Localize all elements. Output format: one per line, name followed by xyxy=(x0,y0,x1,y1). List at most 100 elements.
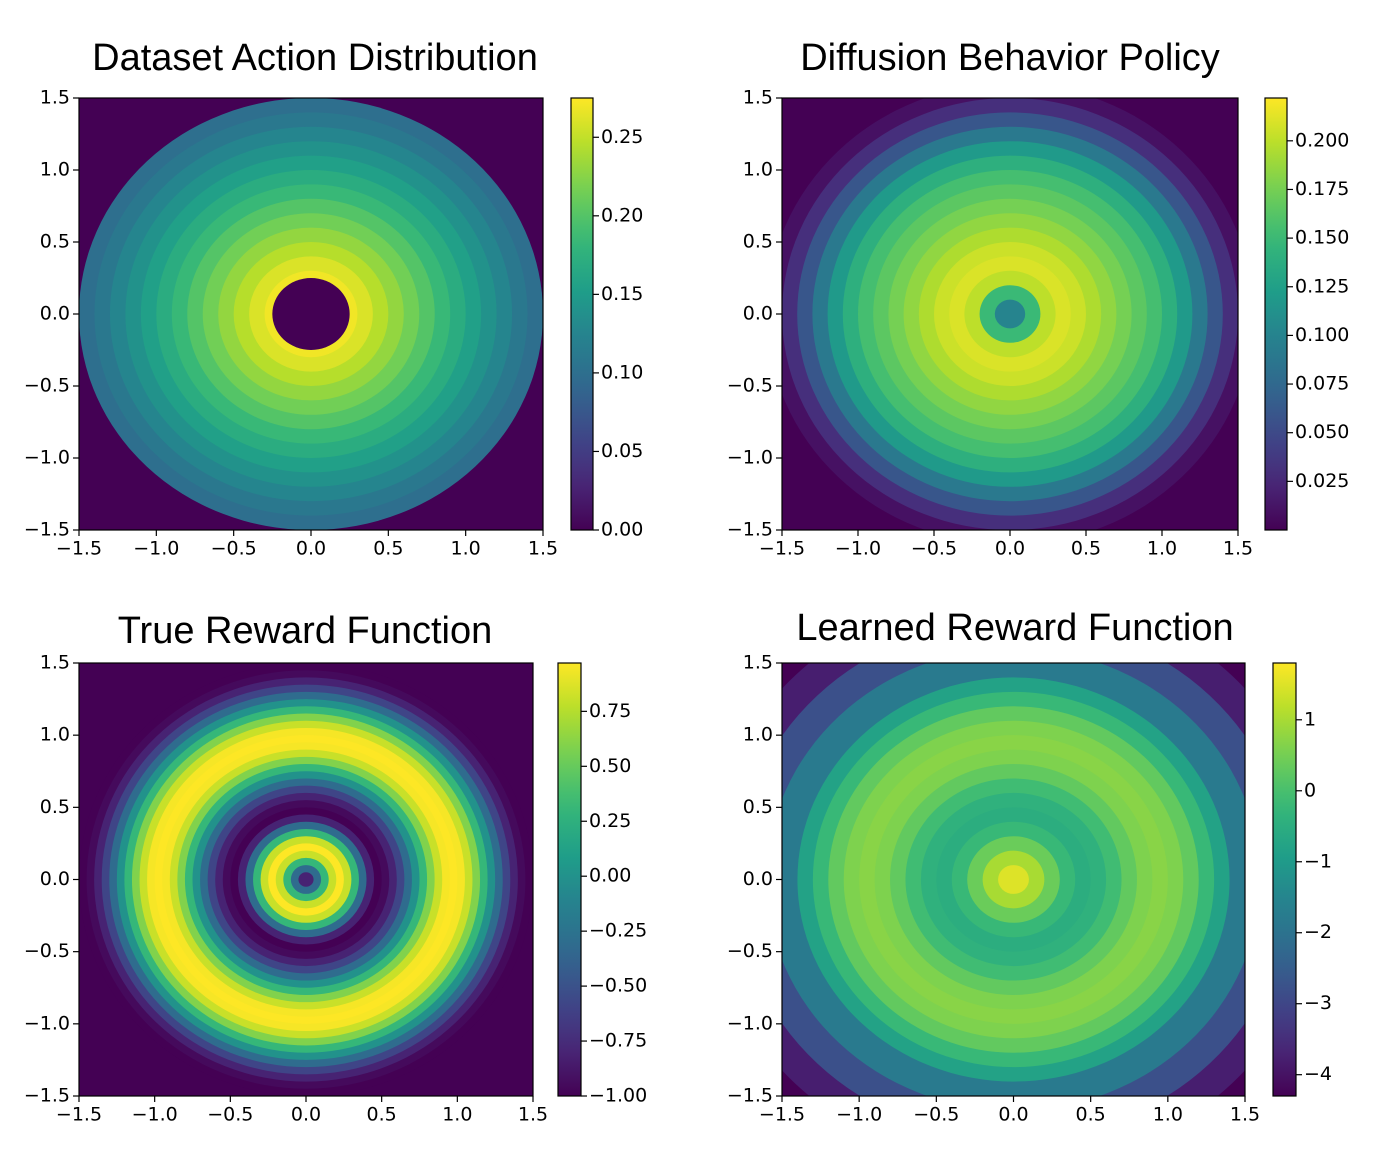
chart-title: Learned Reward Function xyxy=(796,607,1233,649)
x-tick-label: 1.5 xyxy=(1230,1104,1260,1126)
colorbar-frame xyxy=(1264,97,1288,531)
colorbar-tick-label: 0.75 xyxy=(589,700,631,722)
colorbar-tick-label: 0.10 xyxy=(601,361,643,383)
y-tick-label: −1.0 xyxy=(24,447,70,469)
panel: Dataset Action Distribution −1.5 −1.0 −0.5 0… xyxy=(24,37,643,560)
colorbar-tick-label: 0.200 xyxy=(1295,129,1349,151)
y-tick-label: 0.5 xyxy=(743,231,773,253)
x-tick-label: −1.5 xyxy=(56,1104,102,1126)
colorbar-tick-label: −1 xyxy=(1304,850,1332,872)
x-tick-label: −1.5 xyxy=(759,538,805,560)
heat-ring xyxy=(994,299,1026,329)
colorbar xyxy=(1265,98,1287,530)
heat-ring xyxy=(298,872,314,887)
y-tick-label: 0.0 xyxy=(40,303,70,325)
colorbar-tick-label: −0.75 xyxy=(589,1030,647,1052)
x-tick-label: 0.5 xyxy=(373,538,403,560)
x-tick-label: −1.0 xyxy=(835,538,881,560)
colorbar-frame xyxy=(570,97,594,531)
colorbar-tick-label: 0.150 xyxy=(1295,227,1349,249)
colorbar-tick-label: 0.100 xyxy=(1295,324,1349,346)
y-tick-label: −1.5 xyxy=(727,519,773,541)
x-tick-label: 0.0 xyxy=(291,1104,321,1126)
x-tick-label: 1.0 xyxy=(1147,538,1177,560)
chart-title: True Reward Function xyxy=(118,610,493,652)
y-tick-label: 0.0 xyxy=(743,868,773,890)
colorbar-tick-label: −1.00 xyxy=(589,1085,647,1107)
x-tick-label: 1.0 xyxy=(1153,1104,1183,1126)
colorbar xyxy=(1273,663,1296,1096)
y-tick-label: −1.5 xyxy=(24,519,70,541)
colorbar-tick-label: −0.50 xyxy=(589,975,647,997)
x-tick-label: −1.5 xyxy=(56,538,102,560)
colorbar-tick-label: −4 xyxy=(1304,1063,1332,1085)
x-tick-label: 0.5 xyxy=(1076,1104,1106,1126)
x-tick-label: 0.5 xyxy=(1071,538,1101,560)
colorbar-tick-label: 0.175 xyxy=(1295,178,1349,200)
colorbar-tick-label: 0.25 xyxy=(589,810,631,832)
colorbar-tick-label: 0.00 xyxy=(601,519,643,541)
chart-title: Diffusion Behavior Policy xyxy=(800,37,1220,79)
heat-ring xyxy=(272,278,350,350)
heatmap xyxy=(79,663,533,1096)
y-tick-label: 1.5 xyxy=(743,87,773,109)
panel: Learned Reward Function −1.5 −1.0 −0.5 0.0 0.… xyxy=(727,607,1332,1126)
colorbar-tick-label: 0.00 xyxy=(589,865,631,887)
x-tick-label: 1.5 xyxy=(1223,538,1253,560)
y-tick-label: 1.5 xyxy=(40,87,70,109)
y-tick-label: −1.0 xyxy=(727,447,773,469)
x-tick-label: −1.0 xyxy=(132,1104,178,1126)
colorbar-tick-label: −2 xyxy=(1304,921,1332,943)
y-tick-label: 1.0 xyxy=(743,724,773,746)
colorbar-tick-label: 0.25 xyxy=(601,126,643,148)
y-tick-label: 0.5 xyxy=(743,796,773,818)
x-tick-label: −1.0 xyxy=(836,1104,882,1126)
x-tick-label: −0.5 xyxy=(911,538,957,560)
x-tick-label: −0.5 xyxy=(913,1104,959,1126)
heatmap xyxy=(782,98,1238,530)
colorbar-tick-label: 0.20 xyxy=(601,204,643,226)
colorbar-tick-label: 0.50 xyxy=(589,755,631,777)
y-tick-label: 1.5 xyxy=(743,652,773,674)
x-tick-label: 0.0 xyxy=(296,538,326,560)
colorbar-tick-label: 0 xyxy=(1304,779,1316,801)
x-tick-label: 0.5 xyxy=(367,1104,397,1126)
colorbar-tick-label: 0.050 xyxy=(1295,421,1349,443)
colorbar-tick-label: 0.125 xyxy=(1295,275,1349,297)
heat-ring xyxy=(998,865,1029,894)
x-tick-label: −0.5 xyxy=(207,1104,253,1126)
colorbar-tick-label: 0.075 xyxy=(1295,373,1349,395)
y-tick-label: 0.5 xyxy=(40,796,70,818)
y-tick-label: −0.5 xyxy=(727,940,773,962)
y-tick-label: 1.5 xyxy=(40,652,70,674)
x-tick-label: 0.0 xyxy=(995,538,1025,560)
y-tick-label: −0.5 xyxy=(24,940,70,962)
colorbar-tick-label: 1 xyxy=(1304,708,1316,730)
y-tick-label: 1.0 xyxy=(40,159,70,181)
colorbar xyxy=(571,98,593,530)
y-tick-label: 0.0 xyxy=(743,303,773,325)
y-tick-label: −1.0 xyxy=(727,1012,773,1034)
y-tick-label: −0.5 xyxy=(24,375,70,397)
x-tick-label: −0.5 xyxy=(211,538,257,560)
heatmap xyxy=(79,98,543,530)
x-tick-label: 0.0 xyxy=(998,1104,1028,1126)
x-tick-label: 1.5 xyxy=(528,538,558,560)
y-tick-label: −1.5 xyxy=(24,1085,70,1107)
colorbar-frame xyxy=(557,662,582,1097)
y-tick-label: −1.0 xyxy=(24,1012,70,1034)
colorbar-tick-label: 0.025 xyxy=(1295,470,1349,492)
colorbar xyxy=(558,663,581,1096)
y-tick-label: 0.5 xyxy=(40,231,70,253)
y-tick-label: −0.5 xyxy=(727,375,773,397)
x-tick-label: −1.5 xyxy=(759,1104,805,1126)
colorbar-frame xyxy=(1272,662,1297,1097)
y-tick-label: −1.5 xyxy=(727,1085,773,1107)
y-tick-label: 1.0 xyxy=(743,159,773,181)
chart-title: Dataset Action Distribution xyxy=(92,37,538,79)
y-tick-label: 0.0 xyxy=(40,868,70,890)
colorbar-tick-label: −3 xyxy=(1304,992,1332,1014)
panel: True Reward Function −1.5 −1.0 −0.5 0.0 0.5 1.… xyxy=(24,610,647,1126)
x-tick-label: 1.0 xyxy=(442,1104,472,1126)
